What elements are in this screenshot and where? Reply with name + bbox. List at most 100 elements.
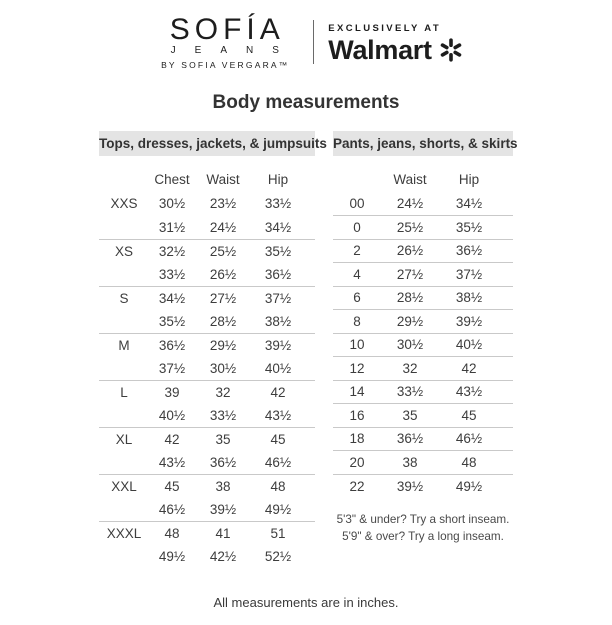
column-header [333, 166, 381, 192]
measure-cell: 46½ [149, 497, 195, 522]
page-title: Body measurements [212, 92, 400, 113]
pants-section: Pants, jeans, shorts, & skirts Waist Hip … [333, 131, 518, 545]
measure-cell: 39½ [195, 497, 251, 522]
tops-row-XXL-1: XXL 45 38 48 [99, 474, 315, 498]
measure-cell: 32 [381, 356, 439, 381]
size-label: 6 [333, 286, 381, 310]
measure-cell: 34½ [158, 290, 186, 306]
measure-cell: 45 [270, 431, 286, 447]
size-label [99, 262, 149, 287]
measure-cell: 40½ [439, 333, 513, 357]
measure-cell: 51 [270, 525, 286, 541]
measure-cell: 39½ [396, 478, 424, 494]
measure-cell: 42½ [209, 548, 237, 564]
size-label: S [119, 290, 129, 306]
measure-cell: 23½ [209, 196, 237, 212]
measure-cell: 26½ [381, 239, 439, 263]
measure-cell: 37½ [149, 356, 195, 381]
size-label [99, 450, 149, 475]
tops-row-M-2: 37½ 30½ 40½ [99, 356, 315, 381]
measure-cell: 39½ [439, 309, 513, 334]
measure-cell: 40½ [149, 403, 195, 428]
tops-row-XXL-2: 46½ 39½ 49½ [99, 497, 315, 522]
measure-cell: 29½ [209, 337, 237, 353]
pants-row-6: 6 28½ 38½ [333, 286, 513, 310]
size-label: 16 [333, 403, 381, 428]
measure-cell: 28½ [381, 286, 439, 310]
measure-cell: 38 [381, 450, 439, 475]
size-label: 18 [333, 427, 381, 451]
measure-cell: 33½ [381, 380, 439, 404]
size-label: 8 [333, 309, 381, 334]
size-label: XL [115, 431, 133, 447]
measure-cell: 42 [164, 431, 180, 447]
tops-row-S-1: S 34½ 27½ 37½ [99, 286, 315, 310]
measure-cell: 29½ [381, 309, 439, 334]
measure-cell: 38½ [439, 286, 513, 310]
tops-row-XS-1: XS 32½ 25½ 35½ [99, 239, 315, 263]
pants-row-4: 4 27½ 37½ [333, 262, 513, 287]
measure-cell: 49½ [158, 548, 186, 564]
pants-row-0: 0 25½ 35½ [333, 215, 513, 240]
measure-cell: 37½ [264, 290, 292, 306]
measure-cell: 25½ [209, 243, 237, 259]
measure-cell: 33½ [195, 403, 251, 428]
column-header: Chest [154, 171, 190, 187]
pants-row-00: 00 24½ 34½ [333, 192, 513, 216]
size-label: XXS [110, 196, 138, 212]
measure-cell: 28½ [195, 309, 251, 334]
measure-cell: 52½ [264, 548, 292, 564]
brand-sub: JEANS [170, 44, 298, 56]
pants-row-12: 12 32 42 [333, 356, 513, 381]
tops-row-XXXL-2: 49½ 42½ 52½ [99, 545, 315, 569]
tops-row-M-1: M 36½ 29½ 39½ [99, 333, 315, 357]
size-label [99, 497, 149, 522]
tops-row-L-1: L 39 32 42 [99, 380, 315, 404]
size-label [99, 309, 149, 334]
tables-container: Tops, dresses, jackets, & jumpsuits Ches… [0, 131, 612, 568]
measure-cell: 49½ [455, 478, 483, 494]
size-label: 12 [333, 356, 381, 381]
brand-byline: BY SOFIA VERGARA™ [161, 59, 290, 70]
measure-cell: 43½ [149, 450, 195, 475]
inseam-note-short: 5'3" & under? Try a short inseam. [336, 512, 510, 526]
measure-cell: 40½ [251, 356, 315, 381]
measure-cell: 35½ [264, 243, 292, 259]
measure-cell: 26½ [195, 262, 251, 287]
size-label: 14 [333, 380, 381, 404]
walmart-wordmark: Walmart [328, 34, 432, 65]
measure-cell: 39 [164, 384, 180, 400]
measure-cell: 43½ [439, 380, 513, 404]
measure-cell: 46½ [251, 450, 315, 475]
size-label: 2 [333, 239, 381, 263]
tops-table-body: XXS 30½ 23½ 33½ 31½ 24½ 34½ XS 32½ 25½ 35½ 33½ 26½ 36… [99, 192, 315, 568]
tops-row-XXS-1: XXS 30½ 23½ 33½ [99, 192, 315, 216]
pants-row-10: 10 30½ 40½ [333, 333, 513, 357]
measure-cell: 25½ [381, 215, 439, 240]
measure-cell: 30½ [158, 196, 186, 212]
size-label: 22 [349, 478, 365, 494]
footer-note: All measurements are in inches. [213, 595, 399, 610]
measure-cell: 27½ [381, 262, 439, 287]
measure-cell: 36½ [195, 450, 251, 475]
brand-header: SOFÍA JEANS BY SOFIA VERGARA™ EXCLUSIVEL… [0, 13, 612, 71]
measure-cell: 38 [215, 478, 231, 494]
measure-cell: 32 [215, 384, 231, 400]
measure-cell: 39½ [264, 337, 292, 353]
measure-cell: 34½ [439, 192, 513, 216]
column-header: Waist [393, 171, 427, 187]
measure-cell: 35½ [439, 215, 513, 240]
measure-cell: 46½ [439, 427, 513, 451]
measure-cell: 48 [270, 478, 286, 494]
measure-cell: 35 [381, 403, 439, 428]
measure-cell: 34½ [251, 215, 315, 240]
inseam-note-long: 5'9" & over? Try a long inseam. [342, 529, 504, 543]
tops-row-S-2: 35½ 28½ 38½ [99, 309, 315, 334]
size-label: M [118, 337, 130, 353]
tops-table: Chest Waist Hip XXS 30½ 23½ 33½ 31½ 24½ 34½ XS 32½… [99, 166, 315, 568]
tops-row-XL-1: XL 42 35 45 [99, 427, 315, 451]
pants-row-22: 22 39½ 49½ [333, 474, 513, 498]
size-label [99, 215, 149, 240]
measure-cell: 37½ [439, 262, 513, 287]
walmart-spark-icon [440, 37, 462, 62]
